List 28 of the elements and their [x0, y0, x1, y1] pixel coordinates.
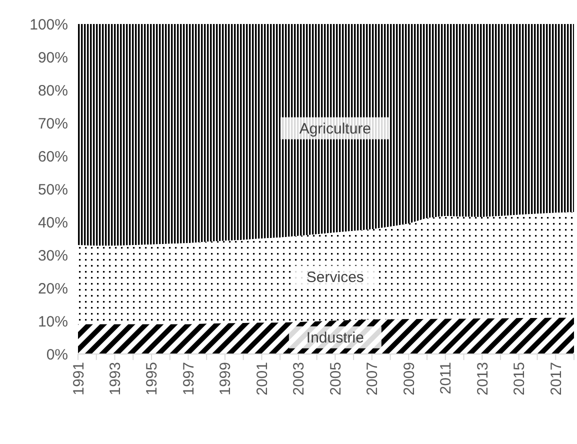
x-tick-label: 2007 [364, 362, 382, 396]
x-tick-label: 1999 [217, 362, 234, 396]
x-tick-label: 1995 [144, 362, 161, 396]
y-tick-label: 100% [30, 16, 68, 34]
x-tick-label: 2001 [254, 362, 271, 396]
x-tick-label: 1991 [70, 362, 88, 396]
y-tick-label: 70% [38, 115, 68, 132]
x-tick-label: 2017 [548, 362, 565, 396]
x-tick-label: 2009 [400, 362, 418, 396]
y-tick-label: 0% [46, 346, 68, 364]
y-tick-label: 50% [38, 181, 68, 198]
series-label: Services [306, 268, 364, 286]
y-tick-label: 80% [38, 82, 68, 100]
x-tick-label: 2005 [327, 362, 344, 396]
x-tick-label: 2003 [290, 362, 308, 396]
series-label: Agriculture [299, 120, 372, 138]
x-tick-label: 2013 [474, 362, 492, 396]
series-label: Industrie [306, 330, 364, 347]
y-tick-label: 30% [38, 247, 68, 264]
x-tick-label: 2011 [438, 362, 455, 394]
y-tick-label: 20% [38, 280, 68, 298]
x-tick-label: 1997 [180, 362, 198, 396]
y-tick-label: 10% [38, 313, 68, 330]
x-tick-label: 2015 [511, 362, 528, 396]
y-tick-label: 40% [38, 214, 68, 232]
y-tick-label: 90% [38, 49, 68, 66]
y-tick-label: 60% [38, 148, 68, 166]
x-tick-label: 1993 [106, 362, 124, 396]
